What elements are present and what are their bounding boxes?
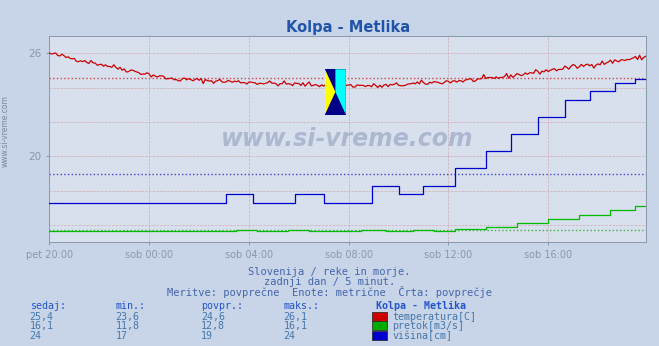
Text: 12,8: 12,8 [201, 321, 225, 331]
Text: www.si-vreme.com: www.si-vreme.com [1, 95, 10, 167]
Text: Kolpa - Metlika: Kolpa - Metlika [376, 301, 466, 311]
Title: Kolpa - Metlika: Kolpa - Metlika [285, 20, 410, 35]
Text: 23,6: 23,6 [115, 312, 139, 322]
Text: 25,4: 25,4 [30, 312, 53, 322]
Text: 26,1: 26,1 [283, 312, 307, 322]
Text: 19: 19 [201, 331, 213, 341]
Text: Meritve: povprečne  Enote: metrične  Črta: povprečje: Meritve: povprečne Enote: metrične Črta:… [167, 286, 492, 298]
Text: višina[cm]: višina[cm] [392, 331, 452, 341]
Text: 24: 24 [30, 331, 42, 341]
Text: maks.:: maks.: [283, 301, 320, 311]
Text: 11,8: 11,8 [115, 321, 139, 331]
Text: zadnji dan / 5 minut.: zadnji dan / 5 minut. [264, 277, 395, 288]
Text: 16,1: 16,1 [283, 321, 307, 331]
Text: min.:: min.: [115, 301, 146, 311]
Bar [325, 69, 346, 115]
Text: 16,1: 16,1 [30, 321, 53, 331]
Polygon shape [335, 69, 346, 115]
Text: pretok[m3/s]: pretok[m3/s] [392, 321, 464, 331]
Text: temperatura[C]: temperatura[C] [392, 312, 476, 322]
Text: 24,6: 24,6 [201, 312, 225, 322]
Text: 17: 17 [115, 331, 127, 341]
Polygon shape [325, 69, 335, 115]
Text: sedaj:: sedaj: [30, 301, 66, 311]
Text: www.si-vreme.com: www.si-vreme.com [221, 127, 474, 151]
Text: Slovenija / reke in morje.: Slovenija / reke in morje. [248, 267, 411, 277]
Text: povpr.:: povpr.: [201, 301, 243, 311]
Text: 24: 24 [283, 331, 295, 341]
